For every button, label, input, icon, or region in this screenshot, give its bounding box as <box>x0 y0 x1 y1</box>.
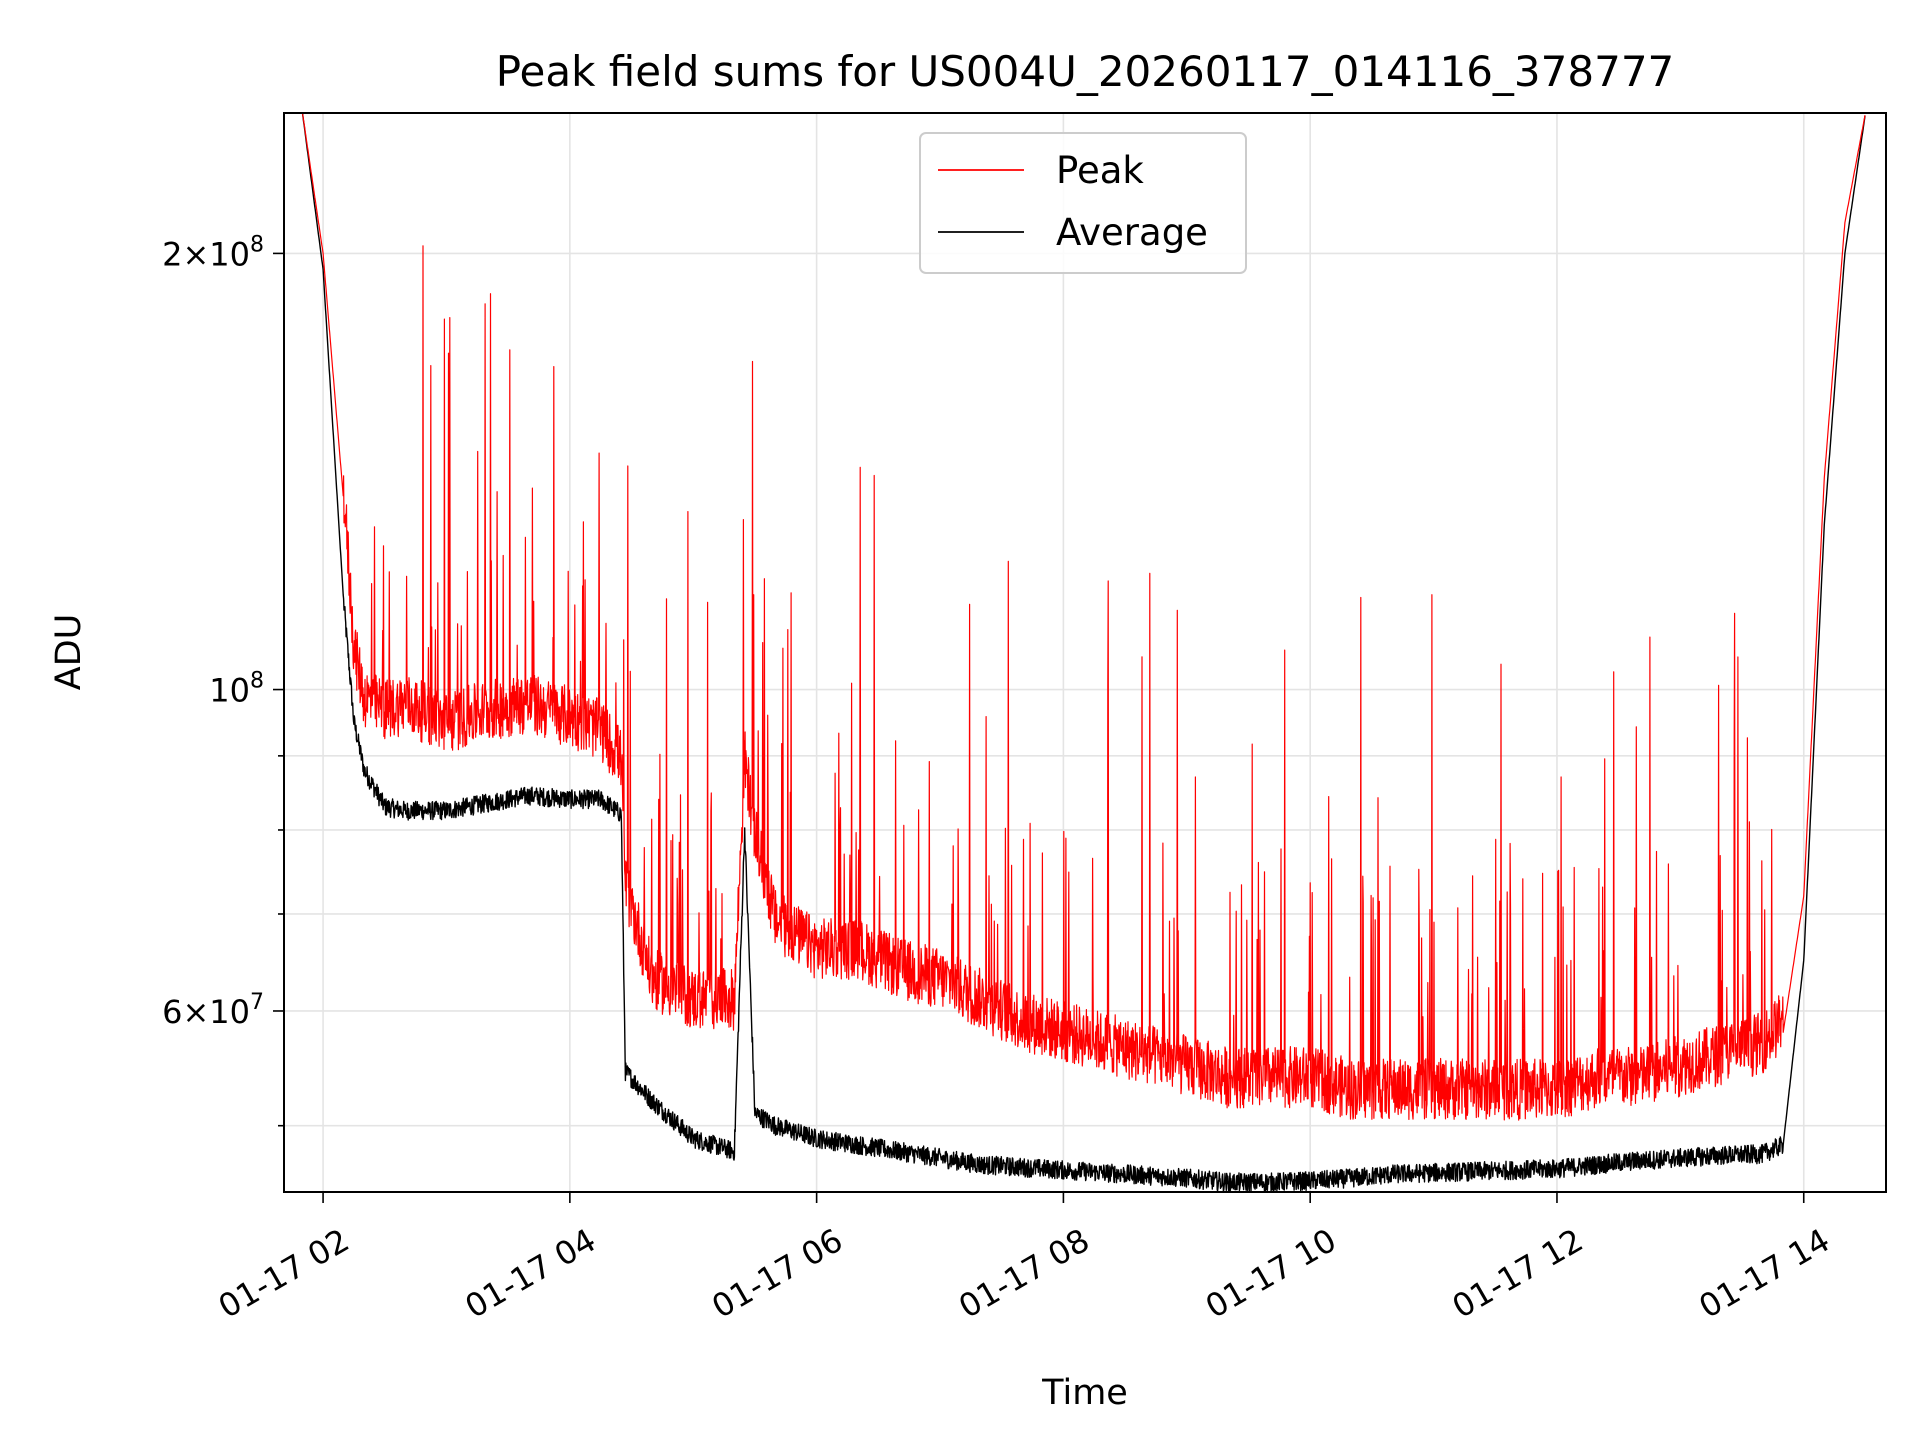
legend-label-peak: Peak <box>1056 149 1144 192</box>
legend-label-average: Average <box>1056 211 1208 254</box>
y-tick-label: 2×108 <box>162 232 264 273</box>
legend: Peak Average <box>919 132 1247 274</box>
y-tick-label: 6×107 <box>162 990 264 1031</box>
y-tick-label: 108 <box>209 669 264 710</box>
plot-frame <box>283 112 1887 1193</box>
x-axis-label: Time <box>1041 1373 1128 1413</box>
plot-area <box>301 113 1866 1192</box>
series-line-peak <box>301 113 1866 1121</box>
series-line-average <box>301 113 1866 1192</box>
legend-box <box>919 132 1247 274</box>
chart-title: Peak field sums for US004U_20260117_0141… <box>496 47 1675 96</box>
y-axis-label: ADU <box>49 614 89 691</box>
